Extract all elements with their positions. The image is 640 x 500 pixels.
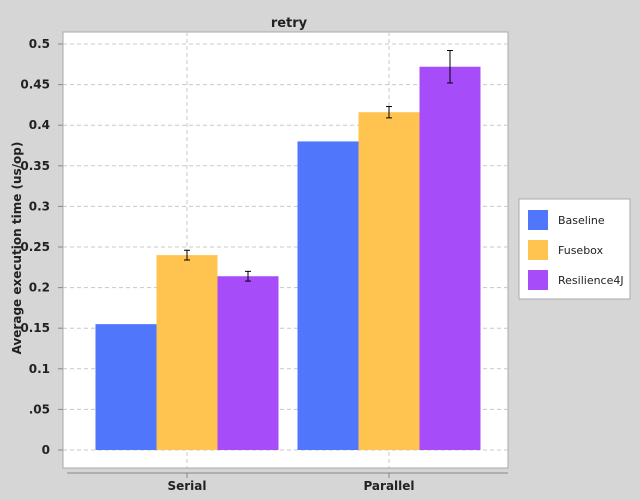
bar	[95, 324, 157, 450]
legend: Baseline Fusebox Resilience4J	[518, 198, 631, 300]
bar	[217, 276, 279, 450]
bar	[358, 112, 420, 450]
y-axis-label: Average execution time (us/op)	[10, 142, 24, 355]
y-tick-label: 0.2	[29, 281, 50, 295]
y-tick-label: 0.5	[29, 37, 50, 51]
y-tick-label: .05	[29, 402, 50, 416]
y-tick-label: 0.35	[20, 159, 50, 173]
bar	[156, 255, 218, 450]
legend-label: Baseline	[558, 214, 605, 227]
legend-label: Resilience4J	[558, 274, 624, 287]
chart-title: retry	[271, 16, 308, 31]
y-tick-label: 0.15	[20, 321, 50, 335]
bars	[95, 49, 481, 451]
y-tick-label: 0.3	[29, 199, 50, 213]
x-axis-ticks: Serial Parallel	[67, 472, 508, 493]
y-tick-label: 0	[42, 443, 50, 457]
y-tick-label: 0.25	[20, 240, 50, 254]
x-tick-label: Parallel	[363, 479, 414, 493]
bar	[297, 141, 359, 450]
y-tick-label: 0.1	[29, 362, 50, 376]
x-tick-label: Serial	[167, 479, 206, 493]
legend-swatch	[528, 210, 548, 230]
legend-swatch	[528, 240, 548, 260]
legend-label: Fusebox	[558, 244, 604, 257]
bar	[419, 66, 481, 451]
y-tick-label: 0.4	[29, 118, 50, 132]
legend-swatch	[528, 270, 548, 290]
y-axis-ticks: 0 .05 0.1 0.15 0.2 0.25 0.3 0.35 0.4 0.45 0.5	[20, 37, 63, 457]
y-tick-label: 0.45	[20, 78, 50, 92]
